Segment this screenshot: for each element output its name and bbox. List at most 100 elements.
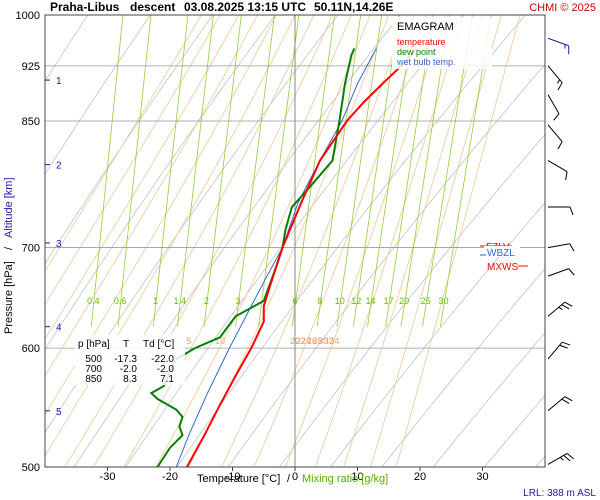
altitude-tick-label: 5 [56, 407, 62, 418]
moist-adiabat-line [370, 15, 502, 467]
series-line-temperature [186, 47, 418, 467]
dry-adiabat-line [227, 63, 545, 467]
wind-barb-staff [547, 94, 560, 114]
wind-barb [547, 396, 573, 412]
mixing-ratio-label: 2 [204, 296, 209, 306]
x-axis-label-mixing: Mixing ratio [g/kg] [302, 473, 388, 485]
dry-adiabat-line [176, 15, 526, 467]
mixing-ratio-label: 0.6 [114, 296, 127, 306]
profile-series: 0.40.611.4236810121417202530-50510202224… [87, 47, 449, 467]
y-tick-label: 850 [22, 116, 40, 128]
table-cell: 850 [85, 374, 102, 385]
mixing-ratio-line [203, 15, 242, 327]
wind-barb [547, 160, 568, 181]
x-tick-label: -10 [225, 471, 241, 483]
wind-barb [548, 206, 574, 216]
wind-barb-half [558, 306, 563, 310]
legend-box [392, 17, 492, 69]
wind-barb [547, 124, 563, 150]
moist-adiabat-line [253, 15, 427, 467]
dry-adiabat-line [45, 15, 214, 265]
table-cell: -22.0 [151, 354, 174, 365]
wind-barb-half [557, 79, 561, 84]
wind-barb [547, 452, 574, 465]
moist-adiabat-line [188, 15, 390, 467]
x-tick-label: -30 [100, 471, 116, 483]
wind-barb-flag [557, 82, 563, 91]
table-header-p: p [hPa] [78, 339, 110, 350]
moist-adiabat-line [343, 15, 483, 467]
table-cell: -2.0 [120, 364, 138, 375]
level-table-bg [75, 335, 185, 385]
x-tick-label: 20 [414, 471, 426, 483]
lrl-label: LRL: 388 m ASL [523, 488, 596, 499]
y-axis-label: Pressure [hPa] [3, 261, 15, 334]
dry-adiabat-line [279, 133, 545, 467]
y-tick-label: 1000 [16, 10, 40, 22]
x-tick-label: 0 [292, 471, 298, 483]
wind-barb-staff [547, 452, 568, 465]
header-coords: 50.11N,14.26E [314, 0, 393, 14]
wind-barb [547, 243, 575, 252]
table-cell: 7.1 [160, 374, 174, 385]
mixing-ratio-label: 30 [439, 296, 449, 306]
dry-adiabat-line [0, 15, 25, 467]
dry-adiabat-line [587, 15, 600, 467]
mixing-ratio-label: 1.4 [174, 296, 187, 306]
moist-adiabat-line [155, 15, 371, 467]
x-tick-label: 10 [351, 471, 363, 483]
dry-adiabat-line [45, 15, 89, 82]
mixing-ratio-label: 1 [153, 296, 158, 306]
mixing-ratio-label: 25 [421, 296, 431, 306]
wind-barb-flag [561, 341, 571, 346]
x-axis-separator: / [287, 473, 291, 485]
y-tick-label: 700 [22, 243, 40, 255]
mixing-ratio-line [177, 15, 214, 327]
moist-adiabat-label: 26 [307, 336, 317, 346]
header-mode: descent [130, 0, 175, 14]
header-datetime: 03.08.2025 13:15 UTC [184, 0, 306, 14]
legend-title: EMAGRAM [397, 21, 454, 33]
wind-barb-flag [553, 113, 560, 121]
altitude-tick-label: 1 [56, 76, 62, 87]
x-axis-label: Temperature [°C] [197, 473, 280, 485]
moist-adiabat-label: 32 [324, 336, 334, 346]
mixing-ratio-line [117, 15, 152, 327]
wind-barb-flag [561, 398, 570, 404]
altitude-tick-label: 3 [56, 239, 62, 250]
x-tick-label: -20 [162, 471, 178, 483]
series-line-wet-bulb-temp [175, 48, 377, 467]
dry-adiabat-line [330, 202, 545, 467]
mixing-ratio-line [336, 15, 382, 327]
dry-adiabat-line [381, 268, 545, 467]
moist-adiabat-line [45, 15, 258, 377]
wind-barb-flag [564, 396, 573, 402]
wind-barb-staff [547, 243, 570, 249]
wind-barb-flag [561, 304, 570, 310]
wind-barbs [547, 37, 575, 465]
moist-adiabat-label: 20 [290, 336, 300, 346]
mixing-ratio-label: 6 [293, 296, 298, 306]
altitude-tick-label: 4 [56, 323, 62, 334]
moist-adiabat-label: 34 [329, 336, 339, 346]
wind-barb-staff [547, 160, 568, 172]
wind-barb [547, 65, 563, 91]
moist-adiabat-line [45, 15, 277, 416]
wind-barb-flag [569, 243, 575, 252]
wind-barb-staff [547, 396, 566, 412]
moist-adiabat-label: 10 [215, 336, 225, 346]
mixing-ratio-line [352, 15, 400, 327]
wind-barb [547, 94, 560, 121]
moist-adiabat-label: 30 [318, 336, 328, 346]
wind-barb-flag [564, 301, 573, 307]
wind-barb-staff [547, 268, 569, 277]
moist-adiabat-line [221, 15, 408, 467]
mixing-ratio-line [235, 15, 275, 327]
y-tick-label: 500 [22, 462, 40, 474]
wind-barb-flag [557, 141, 563, 150]
dry-adiabat-line [45, 15, 276, 351]
mixing-ratio-label: 10 [335, 296, 345, 306]
legend-dewpoint: dew point [397, 47, 436, 57]
mixing-ratio-label: 3 [235, 296, 240, 306]
